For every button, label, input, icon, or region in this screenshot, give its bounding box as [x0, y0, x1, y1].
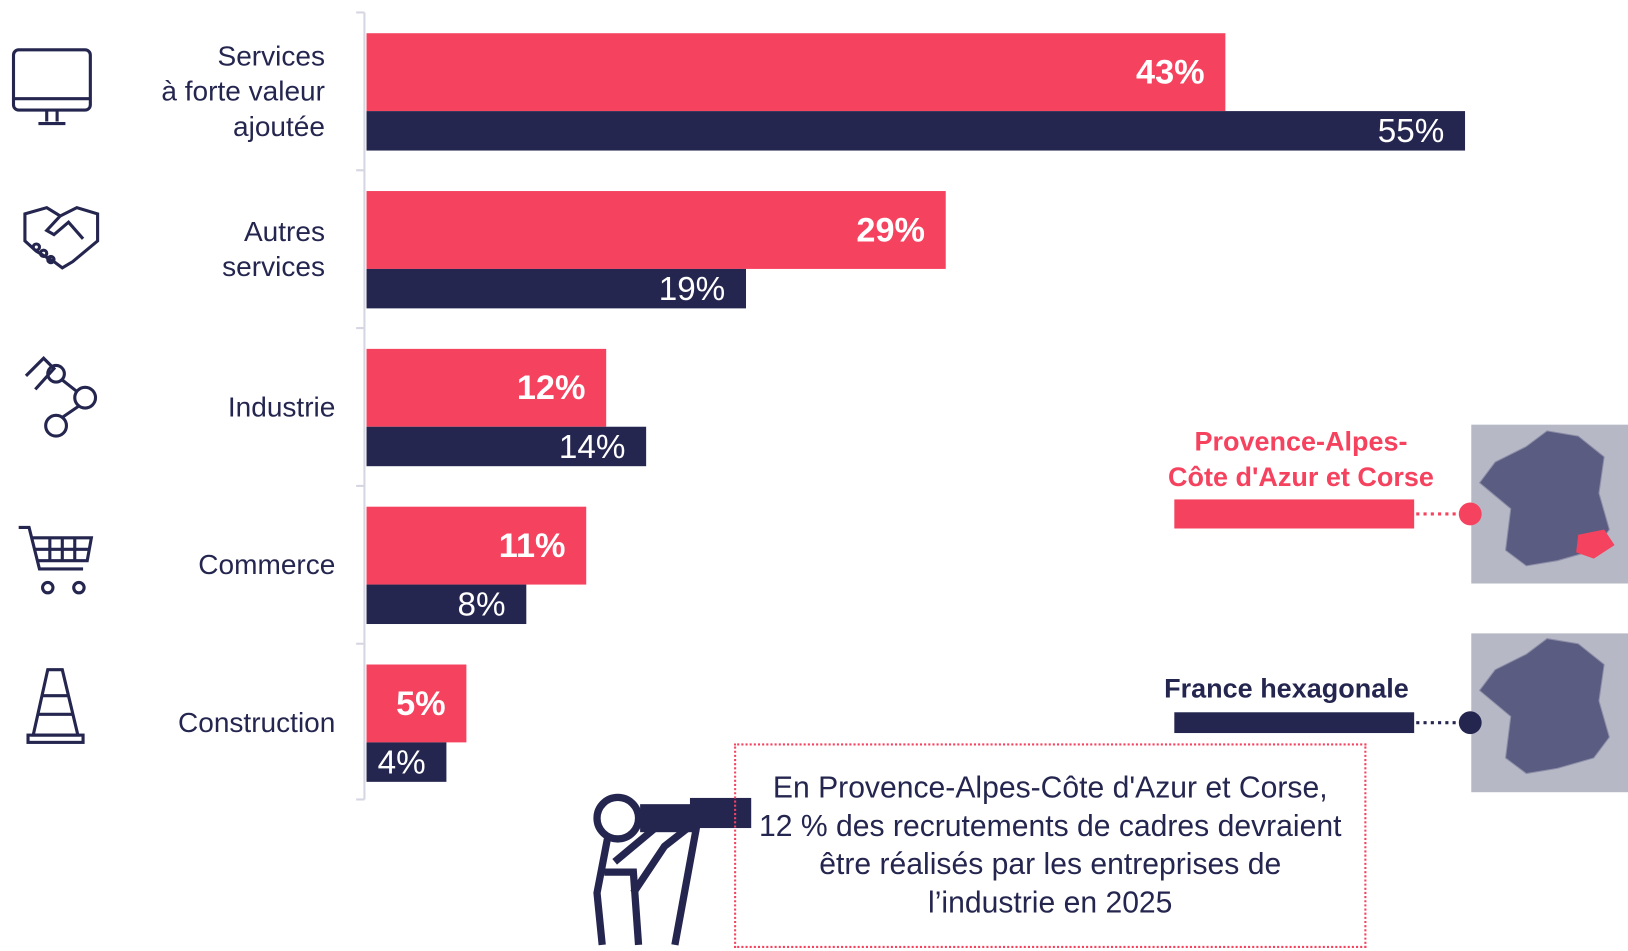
- bar: [366, 111, 1466, 151]
- monitor-icon: [11, 48, 92, 126]
- maps: [1471, 424, 1628, 793]
- bar: [366, 506, 587, 585]
- legend-label: France hexagonale: [1164, 672, 1409, 704]
- value-label: 29%: [856, 211, 925, 249]
- value-label: 8%: [458, 587, 506, 624]
- bar: [366, 348, 607, 427]
- bar: [366, 742, 447, 782]
- category-label: Industrie: [227, 391, 336, 423]
- legend-swatch: [1174, 499, 1415, 529]
- annotation: En Provence-Alpes-Côte d'Azur et Corse, …: [734, 743, 1367, 948]
- map-france: [1478, 638, 1610, 775]
- value-label: 19%: [659, 271, 726, 308]
- cart-icon: [18, 525, 94, 595]
- bar: [366, 33, 1226, 112]
- value-label: 43%: [1136, 54, 1205, 92]
- legend-label: Provence-Alpes-Côte d'Azur et Corse: [1168, 425, 1434, 493]
- bar: [366, 426, 647, 467]
- bar: [366, 584, 527, 625]
- category-label: Commerce: [198, 549, 336, 581]
- legend-swatch: [1174, 712, 1415, 734]
- map-region: [1576, 529, 1615, 559]
- value-label: 55%: [1378, 113, 1445, 150]
- cone-icon: [26, 668, 85, 744]
- category-label: Services à forte valeur ajoutée: [161, 40, 325, 143]
- value-label: 5%: [396, 685, 446, 723]
- bar: [366, 664, 467, 743]
- category-label: Autres services: [222, 215, 325, 283]
- icons: [11, 48, 752, 946]
- value-label: 14%: [559, 429, 626, 466]
- value-label: 12%: [517, 369, 586, 407]
- molecule-icon: [24, 356, 98, 438]
- value-label: 11%: [499, 527, 566, 565]
- category-label: Construction: [177, 707, 336, 739]
- bar: [366, 191, 946, 269]
- observer-icon: [593, 793, 752, 946]
- bar: [366, 268, 747, 309]
- value-label: 4%: [378, 745, 426, 782]
- handshake-icon: [23, 205, 100, 270]
- legend-dot: [1458, 502, 1482, 526]
- legend-dot: [1458, 711, 1482, 735]
